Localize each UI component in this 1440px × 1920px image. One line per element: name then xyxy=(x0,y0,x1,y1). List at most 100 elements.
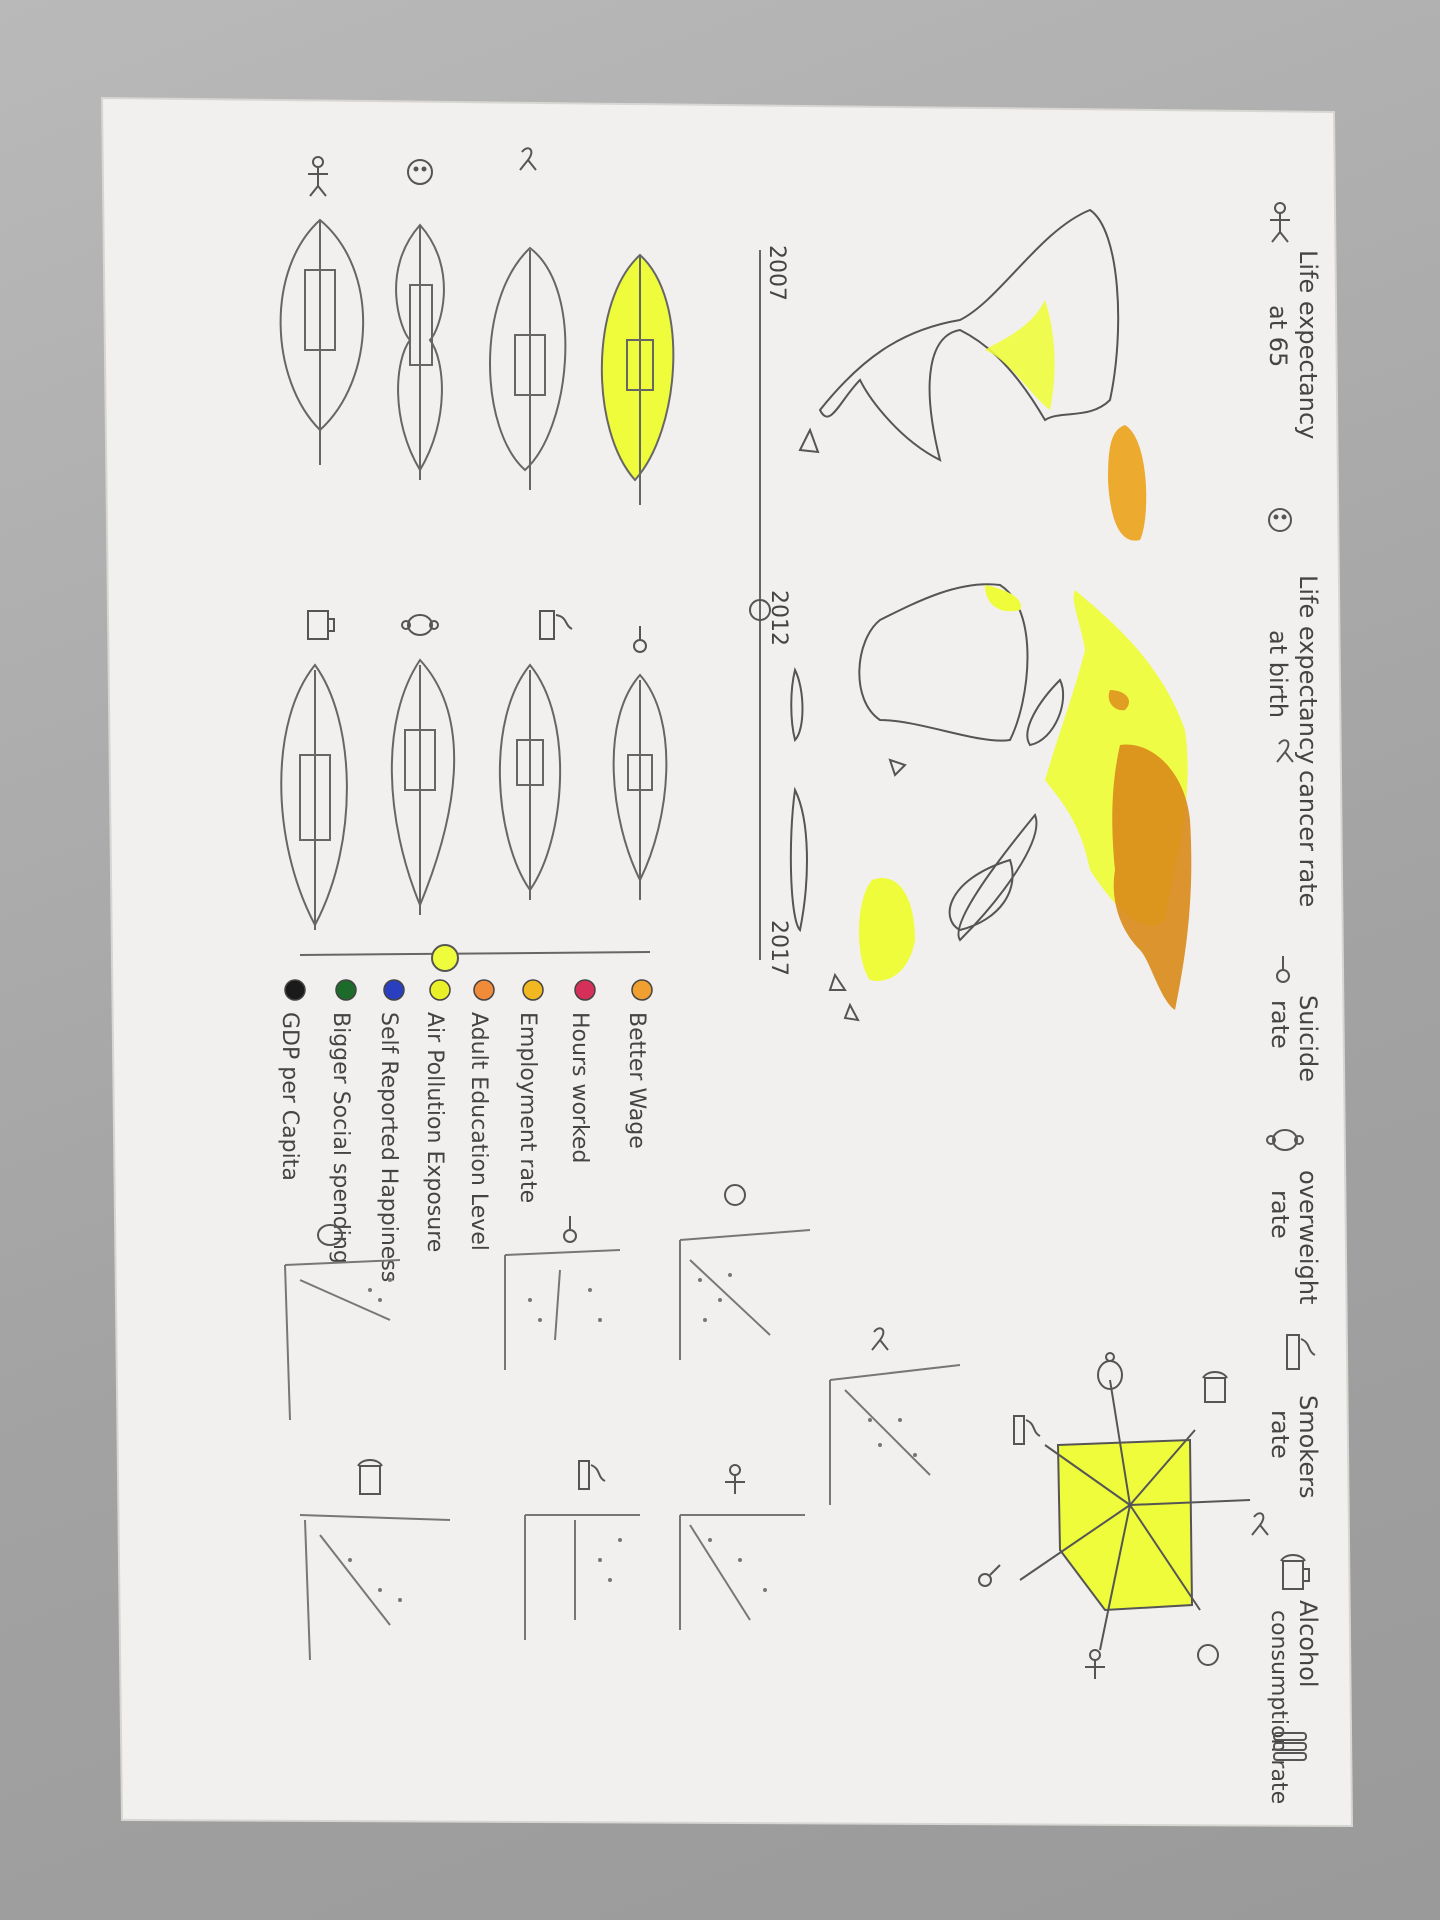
legend-dot xyxy=(473,979,495,1001)
indicator-label-6a: Smokers xyxy=(1294,1395,1322,1498)
scatter-plot-7 xyxy=(299,1514,451,1661)
indicator-label-3: cancer rate xyxy=(1294,770,1322,907)
legend-item-better-wage[interactable]: Better Wage xyxy=(624,979,653,1149)
indicator-label-7a: Alcohol xyxy=(1294,1600,1322,1688)
selection-marker[interactable] xyxy=(431,944,459,972)
cigarette-icon xyxy=(1013,1415,1041,1445)
legend-item-social-spending[interactable]: Bigger Social spending xyxy=(328,979,357,1264)
legend-label: Air Pollution Exposure xyxy=(422,1012,447,1252)
legend-item-adult-education[interactable]: Adult Education Level xyxy=(466,979,495,1251)
scatter-plot-1 xyxy=(679,1229,811,1360)
indicator-label-5a: overweight xyxy=(1294,1170,1322,1304)
radar-axis-icons xyxy=(978,1352,1269,1679)
pill-stack-icon xyxy=(1273,1732,1307,1761)
map-europe xyxy=(1026,678,1065,747)
scatter-plot-2 xyxy=(504,1249,621,1370)
stick-figure-icon xyxy=(1270,202,1290,243)
indicator-label-4a: Suicide xyxy=(1294,995,1322,1082)
violin-plots xyxy=(279,218,675,930)
legend-item-happiness[interactable]: Self Reported Happiness xyxy=(376,979,405,1282)
scatter-plot-3 xyxy=(284,1259,401,1421)
cigarette-icon xyxy=(578,1460,606,1490)
legend-label: GDP per Capita xyxy=(277,1012,302,1181)
indicator-label-4b: rate xyxy=(1266,1000,1294,1049)
indicator-label-7b: consumption rate xyxy=(1266,1610,1291,1804)
legend-label: Self Reported Happiness xyxy=(376,1012,401,1282)
stick-figure-icon xyxy=(308,156,328,197)
indicator-labels: Life expectancy at 65 Life expectancy at… xyxy=(1264,202,1322,1804)
legend-label: Bigger Social spending xyxy=(328,1012,353,1264)
ribbon-icon xyxy=(871,1327,889,1351)
hanging-rope-icon xyxy=(633,626,647,653)
timeline-end-label: 2017 xyxy=(766,920,791,976)
map-americas xyxy=(818,208,1120,462)
legend-label: Hours worked xyxy=(567,1012,592,1163)
map-yellow-australia xyxy=(858,878,915,981)
radar-chart xyxy=(978,1352,1269,1679)
overweight-figure-icon xyxy=(317,1224,343,1246)
stick-figure-icon xyxy=(725,1464,745,1494)
scatter-icons xyxy=(317,1184,889,1495)
legend-dot xyxy=(284,979,306,1001)
legend-dot xyxy=(335,979,357,1001)
baby-icon xyxy=(407,159,433,185)
legend-dot xyxy=(383,979,405,1001)
timeline: 2007 2012 2017 xyxy=(749,245,791,976)
map-small-island-2 xyxy=(843,1002,860,1022)
indicator-label-1b: at 65 xyxy=(1264,305,1292,367)
cigarette-icon xyxy=(1286,1334,1316,1370)
legend-item-air-pollution[interactable]: Air Pollution Exposure xyxy=(422,979,451,1252)
indicator-label-2a: Life expectancy xyxy=(1294,575,1322,764)
map-asia-strip xyxy=(789,786,808,933)
beer-mug-icon xyxy=(1202,1371,1228,1403)
legend-label: Employment rate xyxy=(515,1012,540,1203)
ribbon-icon xyxy=(519,147,537,171)
map-yellow-region-1 xyxy=(985,300,1055,410)
baby-icon xyxy=(1197,1644,1219,1666)
indicator-label-2b: at birth xyxy=(1264,630,1292,718)
map-island-b xyxy=(888,758,907,777)
legend-label: Adult Education Level xyxy=(466,1012,491,1251)
beer-mug-icon xyxy=(307,610,335,640)
stick-figure-icon xyxy=(1085,1649,1105,1679)
paper-sheet-shape xyxy=(100,96,1354,1828)
beer-mug-icon xyxy=(357,1459,383,1495)
legend-item-employment-rate[interactable]: Employment rate xyxy=(515,979,544,1203)
map-island-a xyxy=(790,667,804,742)
violin-divider-line xyxy=(299,951,651,956)
scatter-plot-5 xyxy=(679,1514,805,1630)
map-highlights xyxy=(858,300,1192,1010)
legend-item-hours-worked[interactable]: Hours worked xyxy=(567,979,596,1163)
world-map-sketch xyxy=(789,208,1120,1022)
cigarette-icon xyxy=(539,610,573,640)
map-asia xyxy=(948,858,1014,932)
baby-icon xyxy=(724,1184,746,1206)
timeline-middle-label: 2012 xyxy=(766,590,791,646)
scatter-plots xyxy=(284,1229,961,1661)
map-orange-region-1 xyxy=(1108,425,1147,541)
hanging-rope-icon xyxy=(978,1564,1001,1587)
hanging-rope-icon xyxy=(1276,956,1290,983)
ribbon-icon xyxy=(1251,1512,1269,1536)
indicator-label-6b: rate xyxy=(1266,1410,1294,1459)
violin-row-icons xyxy=(307,147,647,653)
map-orange-spot xyxy=(1108,690,1130,711)
legend-item-gdp[interactable]: GDP per Capita xyxy=(277,979,306,1181)
legend-dot xyxy=(631,979,653,1001)
overweight-figure-icon xyxy=(1266,1129,1304,1151)
ribbon-icon xyxy=(1276,739,1294,763)
legend-label: Better Wage xyxy=(624,1012,649,1149)
factor-legend: Better Wage Hours worked Employment rate… xyxy=(277,979,653,1282)
radar-spokes xyxy=(1019,1379,1251,1651)
violin-plot-1 xyxy=(600,253,675,482)
map-small-island-1 xyxy=(828,972,847,991)
hanging-rope-icon xyxy=(563,1216,577,1243)
legend-dot xyxy=(429,979,451,1001)
overweight-figure-icon xyxy=(401,614,439,636)
legend-dot xyxy=(574,979,596,1001)
map-americas-tip xyxy=(798,427,820,454)
timeline-start-label: 2007 xyxy=(764,245,789,301)
timeline-slider-handle[interactable] xyxy=(749,599,771,621)
